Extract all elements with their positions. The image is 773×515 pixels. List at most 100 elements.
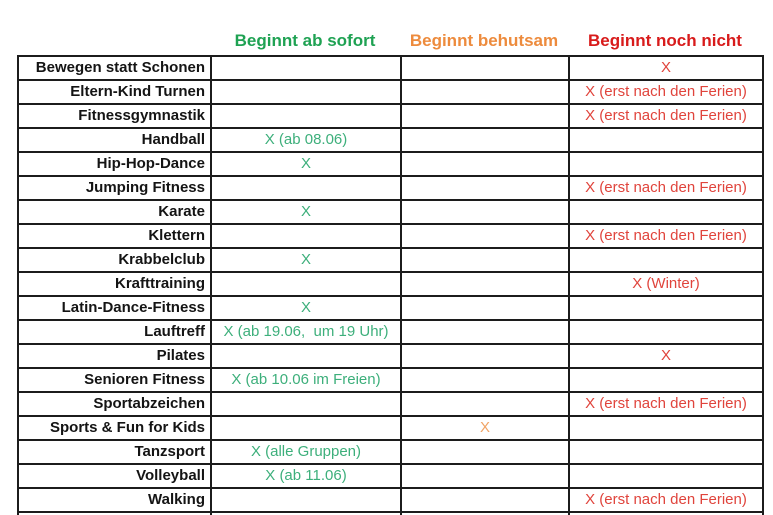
cell-sofort: X	[210, 247, 402, 273]
cell-sofort	[210, 223, 402, 249]
sport-name: Tanzsport	[17, 439, 212, 465]
cell-behutsam	[400, 271, 570, 297]
column-header-beginnt-ab-sofort: Beginnt ab sofort	[234, 31, 376, 50]
sport-name: Senioren Fitness	[17, 367, 212, 393]
table-row: Hip-Hop-Dance X	[17, 151, 764, 177]
table-row: Jumping Fitness X (erst nach den Ferien)	[17, 175, 764, 201]
cell-sofort: X	[210, 151, 402, 177]
cell-behutsam	[400, 511, 570, 515]
table-row: Tanzsport X (alle Gruppen)	[17, 439, 764, 465]
cell-behutsam	[400, 223, 570, 249]
cell-sofort	[210, 103, 402, 129]
sport-name: Sports & Fun for Kids	[17, 415, 212, 441]
sport-name	[17, 511, 212, 515]
cell-behutsam	[400, 79, 570, 105]
cell-nochnicht	[568, 247, 764, 273]
table-row: Pilates X	[17, 343, 764, 369]
cell-behutsam	[400, 463, 570, 489]
table-body-partial	[17, 511, 764, 515]
cell-nochnicht	[568, 439, 764, 465]
cell-sofort	[210, 55, 402, 81]
sport-name: Walking	[17, 487, 212, 513]
column-header-beginnt-behutsam: Beginnt behutsam	[409, 31, 559, 50]
table-row: Krafttraining X (Winter)	[17, 271, 764, 297]
cell-nochnicht: X (erst nach den Ferien)	[568, 391, 764, 417]
cell-sofort	[210, 415, 402, 441]
sport-name: Volleyball	[17, 463, 212, 489]
sport-name: Pilates	[17, 343, 212, 369]
cell-behutsam	[400, 295, 570, 321]
cell-nochnicht	[568, 127, 764, 153]
sport-name: Krafttraining	[17, 271, 212, 297]
cell-behutsam	[400, 439, 570, 465]
cell-nochnicht	[568, 199, 764, 225]
cell-sofort	[210, 487, 402, 513]
sports-schedule-table: Bewegen statt Schonen X Eltern-Kind Turn…	[17, 55, 764, 515]
cell-behutsam: X	[400, 415, 570, 441]
sport-name: Bewegen statt Schonen	[17, 55, 212, 81]
sport-name: Jumping Fitness	[17, 175, 212, 201]
cell-nochnicht	[568, 295, 764, 321]
sport-name: Karate	[17, 199, 212, 225]
cell-nochnicht: X	[568, 343, 764, 369]
cell-nochnicht: X (erst nach den Ferien)	[568, 487, 764, 513]
cell-behutsam	[400, 127, 570, 153]
sport-name: Eltern-Kind Turnen	[17, 79, 212, 105]
cell-nochnicht	[568, 319, 764, 345]
cell-nochnicht	[568, 415, 764, 441]
cell-behutsam	[400, 367, 570, 393]
table-row: Latin-Dance-Fitness X	[17, 295, 764, 321]
cell-sofort	[210, 343, 402, 369]
table-row-partial	[17, 511, 764, 515]
table-row: Sportabzeichen X (erst nach den Ferien)	[17, 391, 764, 417]
cell-sofort: X	[210, 199, 402, 225]
sport-name: Hip-Hop-Dance	[17, 151, 212, 177]
cell-nochnicht	[568, 367, 764, 393]
cell-behutsam	[400, 199, 570, 225]
cell-behutsam	[400, 151, 570, 177]
cell-sofort: X (alle Gruppen)	[210, 439, 402, 465]
sport-name: Klettern	[17, 223, 212, 249]
table-row: Klettern X (erst nach den Ferien)	[17, 223, 764, 249]
table-row: Sports & Fun for Kids X	[17, 415, 764, 441]
cell-sofort: X (ab 08.06)	[210, 127, 402, 153]
cell-behutsam	[400, 319, 570, 345]
cell-nochnicht	[568, 511, 764, 515]
cell-sofort	[210, 271, 402, 297]
table-row: Krabbelclub X	[17, 247, 764, 273]
table-row: Fitnessgymnastik X (erst nach den Ferien…	[17, 103, 764, 129]
table-row: Lauftreff X (ab 19.06, um 19 Uhr)	[17, 319, 764, 345]
cell-behutsam	[400, 55, 570, 81]
cell-nochnicht: X (Winter)	[568, 271, 764, 297]
table-row: Handball X (ab 08.06)	[17, 127, 764, 153]
cell-sofort: X (ab 11.06)	[210, 463, 402, 489]
sport-name: Sportabzeichen	[17, 391, 212, 417]
cell-nochnicht	[568, 463, 764, 489]
cell-sofort	[210, 511, 402, 515]
table-row: Bewegen statt Schonen X	[17, 55, 764, 81]
cell-nochnicht: X (erst nach den Ferien)	[568, 175, 764, 201]
sport-name: Fitnessgymnastik	[17, 103, 212, 129]
table-row: Volleyball X (ab 11.06)	[17, 463, 764, 489]
column-header-beginnt-noch-nicht: Beginnt noch nicht	[588, 31, 742, 50]
table-row: Eltern-Kind Turnen X (erst nach den Feri…	[17, 79, 764, 105]
cell-nochnicht: X (erst nach den Ferien)	[568, 223, 764, 249]
table-row: Karate X	[17, 199, 764, 225]
cell-sofort	[210, 175, 402, 201]
cell-sofort	[210, 391, 402, 417]
cell-behutsam	[400, 487, 570, 513]
sport-name: Latin-Dance-Fitness	[17, 295, 212, 321]
cell-behutsam	[400, 103, 570, 129]
cell-sofort	[210, 79, 402, 105]
table-row: Senioren Fitness X (ab 10.06 im Freien)	[17, 367, 764, 393]
cell-nochnicht	[568, 151, 764, 177]
cell-behutsam	[400, 343, 570, 369]
cell-nochnicht: X (erst nach den Ferien)	[568, 103, 764, 129]
cell-nochnicht: X (erst nach den Ferien)	[568, 79, 764, 105]
cell-behutsam	[400, 175, 570, 201]
cell-behutsam	[400, 391, 570, 417]
table-row: Walking X (erst nach den Ferien)	[17, 487, 764, 513]
sport-name: Krabbelclub	[17, 247, 212, 273]
sport-name: Lauftreff	[17, 319, 212, 345]
